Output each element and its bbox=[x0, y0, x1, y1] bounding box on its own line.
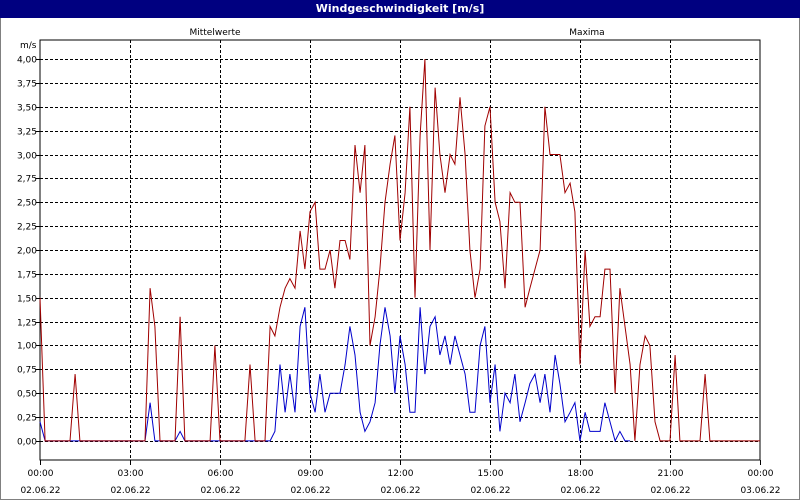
x-tick-time-label: 12:00 bbox=[388, 469, 414, 479]
grid-layer bbox=[40, 40, 760, 460]
y-tick-label: 1,00 bbox=[17, 342, 37, 352]
x-tick-time-label: 03:00 bbox=[118, 469, 144, 479]
y-axis-label: m/s bbox=[20, 41, 37, 51]
y-tick-label: 3,50 bbox=[17, 104, 37, 114]
series-line-mittelwerte bbox=[39, 307, 631, 443]
y-tick-label: 1,75 bbox=[17, 271, 37, 281]
y-tick-label: 3,00 bbox=[17, 152, 37, 162]
x-tick-time-label: 00:00 bbox=[28, 469, 54, 479]
x-tick-date-label: 03.06.22 bbox=[740, 486, 780, 496]
y-tick-label: 2,50 bbox=[17, 199, 37, 209]
x-tick-time-label: 06:00 bbox=[208, 469, 234, 479]
series-line-maxima bbox=[39, 59, 760, 442]
window-title: Windgeschwindigkeit [m/s] bbox=[0, 0, 800, 18]
x-tick-time-label: 18:00 bbox=[568, 469, 594, 479]
y-tick-label: 3,25 bbox=[17, 128, 37, 138]
x-tick-date-label: 02.06.22 bbox=[110, 486, 150, 496]
y-tick-label: 1,25 bbox=[17, 319, 37, 329]
x-tick-date-label: 02.06.22 bbox=[290, 486, 330, 496]
x-tick-date-label: 02.06.22 bbox=[560, 486, 600, 496]
y-tick-label: 1,50 bbox=[17, 295, 37, 305]
series-layer bbox=[39, 59, 760, 443]
axis-layer: 4,00 3,75 3,50 3,25 3,00 2,75 2,50 2,25 2,00 1,75… bbox=[17, 56, 781, 497]
x-tick-date-label: 02.06.22 bbox=[650, 486, 690, 496]
y-tick-label: 0,00 bbox=[17, 438, 37, 448]
y-tick-label: 2,00 bbox=[17, 247, 37, 257]
y-tick-label: 0,75 bbox=[17, 366, 37, 376]
x-tick-time-label: 15:00 bbox=[478, 469, 504, 479]
x-tick-time-label: 00:00 bbox=[748, 469, 774, 479]
y-tick-label: 2,75 bbox=[17, 175, 37, 185]
x-tick-date-label: 02.06.22 bbox=[20, 486, 60, 496]
x-tick-date-label: 02.06.22 bbox=[470, 486, 510, 496]
y-tick-label: 3,75 bbox=[17, 80, 37, 90]
legend-entry-maxima: Maxima bbox=[569, 28, 604, 38]
x-tick-date-label: 02.06.22 bbox=[380, 486, 420, 496]
x-tick-time-label: 21:00 bbox=[658, 469, 684, 479]
y-tick-label: 0,25 bbox=[17, 414, 37, 424]
x-tick-time-label: 09:00 bbox=[298, 469, 324, 479]
y-tick-label: 2,25 bbox=[17, 223, 37, 233]
y-tick-label: 0,50 bbox=[17, 390, 37, 400]
legend-entry-mittelwerte: Mittelwerte bbox=[189, 28, 240, 38]
y-tick-label: 4,00 bbox=[17, 56, 37, 66]
x-tick-date-label: 02.06.22 bbox=[200, 486, 240, 496]
